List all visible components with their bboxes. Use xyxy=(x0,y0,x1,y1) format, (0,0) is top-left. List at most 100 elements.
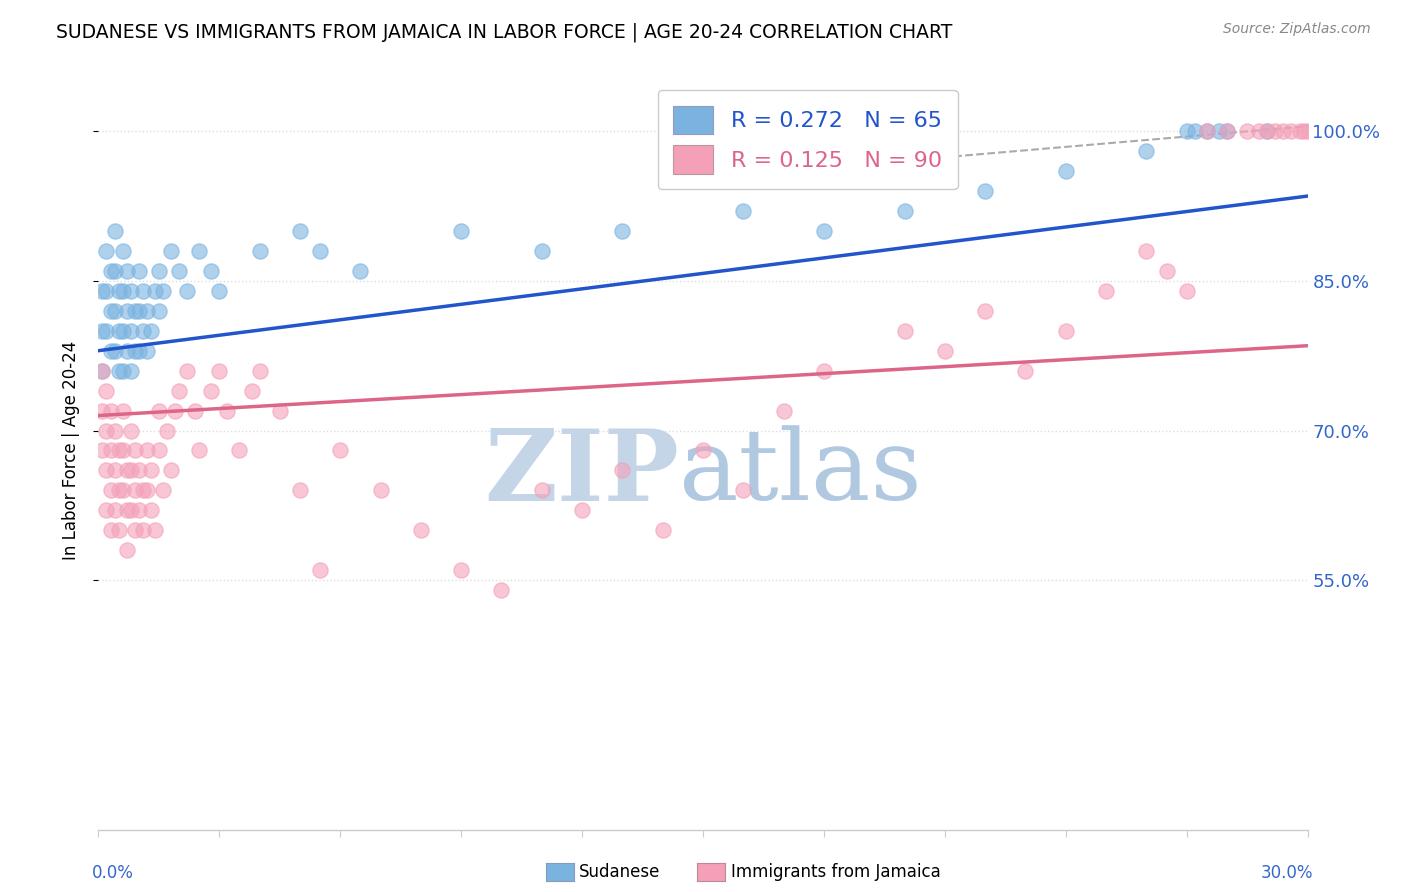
Point xyxy=(200,384,222,398)
Point xyxy=(128,463,150,477)
Point xyxy=(1175,124,1198,138)
Point xyxy=(139,503,162,517)
Point xyxy=(139,463,162,477)
Point xyxy=(135,443,157,458)
Point xyxy=(733,204,755,219)
Point xyxy=(1292,124,1315,138)
Point xyxy=(103,503,125,517)
Point xyxy=(124,523,146,537)
Point xyxy=(96,324,118,338)
Point xyxy=(115,463,138,477)
Point xyxy=(143,284,166,298)
Point xyxy=(111,244,134,258)
Point xyxy=(309,563,332,577)
Y-axis label: In Labor Force | Age 20-24: In Labor Force | Age 20-24 xyxy=(62,341,80,560)
Point xyxy=(115,343,138,358)
Point xyxy=(128,343,150,358)
Point xyxy=(188,443,211,458)
Point xyxy=(96,284,118,298)
Point xyxy=(148,403,170,417)
Point xyxy=(124,443,146,458)
Point xyxy=(228,443,250,458)
Point xyxy=(100,403,122,417)
Point xyxy=(571,503,593,517)
Point xyxy=(1296,124,1319,138)
Point xyxy=(163,403,186,417)
Point xyxy=(1288,124,1310,138)
Point xyxy=(612,463,634,477)
Point xyxy=(103,343,125,358)
Point xyxy=(893,324,915,338)
Point xyxy=(1184,124,1206,138)
Point xyxy=(91,364,114,378)
Point xyxy=(491,583,513,598)
Point xyxy=(100,343,122,358)
Text: Immigrants from Jamaica: Immigrants from Jamaica xyxy=(731,863,941,881)
Point xyxy=(733,483,755,498)
Point xyxy=(124,483,146,498)
Point xyxy=(349,264,371,278)
Point xyxy=(1236,124,1258,138)
Point xyxy=(1135,144,1157,158)
Text: ZIP: ZIP xyxy=(484,425,679,522)
Point xyxy=(111,483,134,498)
Point xyxy=(1249,124,1271,138)
Point xyxy=(96,463,118,477)
Text: 0.0%: 0.0% xyxy=(93,863,134,881)
Point xyxy=(269,403,291,417)
Point xyxy=(148,303,170,318)
Point xyxy=(1054,164,1077,178)
Point xyxy=(120,364,142,378)
Point xyxy=(91,324,114,338)
Text: Sudanese: Sudanese xyxy=(579,863,661,881)
Point xyxy=(128,303,150,318)
Point xyxy=(100,264,122,278)
Point xyxy=(135,343,157,358)
Point xyxy=(176,284,198,298)
Point xyxy=(111,324,134,338)
Point xyxy=(132,324,155,338)
Point xyxy=(1256,124,1278,138)
Point xyxy=(288,224,311,238)
Point xyxy=(107,324,129,338)
Point xyxy=(115,264,138,278)
Point xyxy=(692,443,714,458)
Point xyxy=(893,204,915,219)
Point xyxy=(91,443,114,458)
Point xyxy=(167,384,190,398)
Point xyxy=(143,523,166,537)
Point xyxy=(96,244,118,258)
Point xyxy=(115,503,138,517)
Point xyxy=(135,483,157,498)
Point xyxy=(1195,124,1218,138)
Point xyxy=(974,184,997,198)
Point xyxy=(156,424,179,438)
Text: atlas: atlas xyxy=(679,425,921,521)
Point xyxy=(176,364,198,378)
Point xyxy=(934,343,956,358)
Point xyxy=(120,424,142,438)
Point xyxy=(107,364,129,378)
Point xyxy=(160,244,183,258)
Point xyxy=(111,284,134,298)
Point xyxy=(100,483,122,498)
Point xyxy=(200,264,222,278)
Point xyxy=(100,303,122,318)
Point xyxy=(1272,124,1295,138)
Point xyxy=(152,284,174,298)
Point xyxy=(1014,364,1036,378)
Point xyxy=(184,403,207,417)
Point xyxy=(160,463,183,477)
Point xyxy=(1135,244,1157,258)
Point xyxy=(107,483,129,498)
Point xyxy=(103,264,125,278)
Point xyxy=(1216,124,1239,138)
Point xyxy=(103,303,125,318)
Point xyxy=(103,424,125,438)
Point xyxy=(107,523,129,537)
Point xyxy=(1156,264,1178,278)
Point xyxy=(249,364,271,378)
Point xyxy=(148,264,170,278)
Text: Source: ZipAtlas.com: Source: ZipAtlas.com xyxy=(1223,22,1371,37)
Point xyxy=(91,284,114,298)
